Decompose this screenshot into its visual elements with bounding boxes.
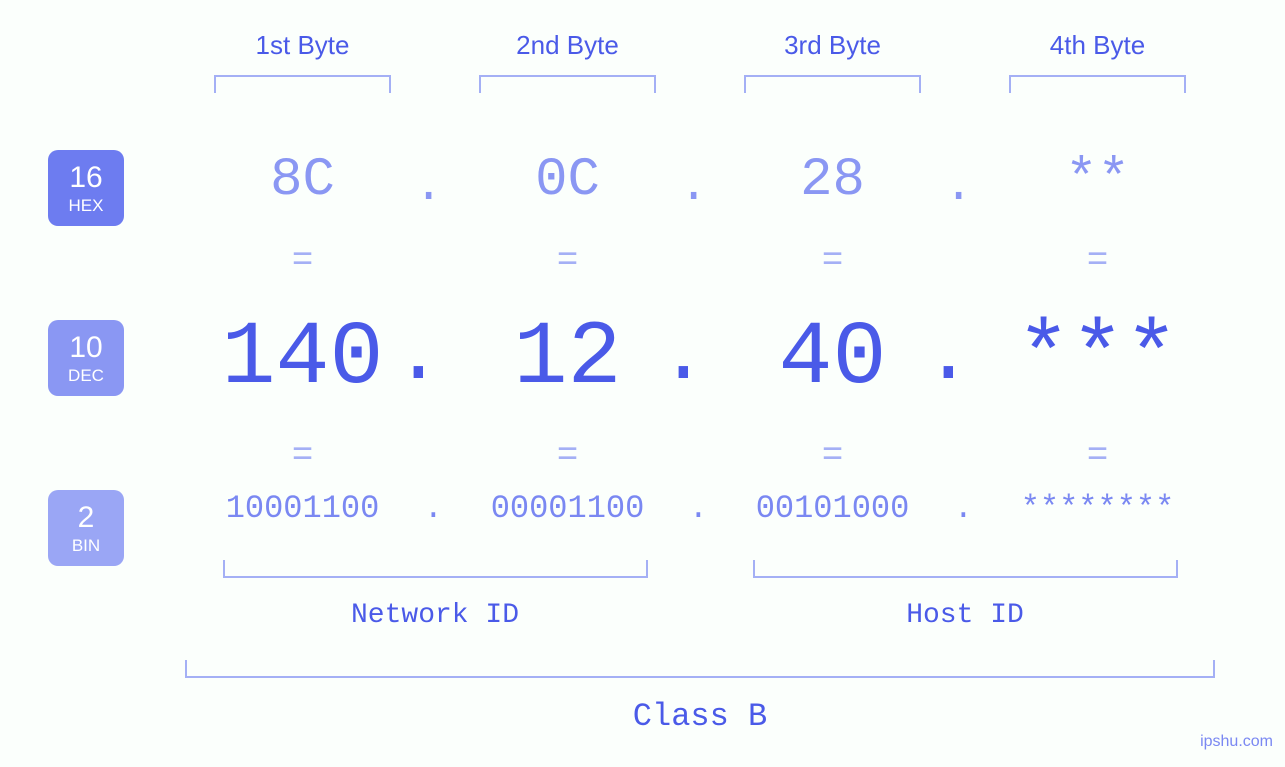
eq-cell: = [965,240,1230,281]
class-bracket [185,660,1215,678]
badge-bin-num: 2 [78,503,95,533]
dec-value-2: 12 [513,308,621,410]
id-brackets-row [170,560,1230,578]
class-label: Class B [170,698,1230,735]
hex-byte-4: ** [965,150,1230,211]
badge-bin-lbl: BIN [72,537,100,554]
byte-bracket-2 [435,75,700,93]
network-id-label: Network ID [170,600,700,631]
hex-row: 8C. 0C. 28. ** [170,150,1230,211]
dec-row: 140. 12. 40. *** [170,308,1230,410]
dec-byte-4: *** [965,308,1230,410]
bin-byte-1: 10001100. [170,490,435,527]
hex-value-3: 28 [800,150,865,211]
watermark: ipshu.com [1200,733,1273,751]
hex-byte-2: 0C. [435,150,700,211]
dec-byte-3: 40. [700,308,965,410]
dec-byte-2: 12. [435,308,700,410]
bin-value-2: 00001100 [491,490,645,527]
byte-headers-row: 1st Byte 2nd Byte 3rd Byte 4th Byte [170,30,1230,61]
byte-header-1: 1st Byte [170,30,435,61]
bin-value-3: 00101000 [756,490,910,527]
hex-byte-1: 8C. [170,150,435,211]
eq-cell: = [700,240,965,281]
bin-row: 10001100. 00001100. 00101000. ******** [170,490,1230,527]
bin-value-4: ******** [1021,490,1175,527]
bin-byte-4: ******** [965,490,1230,527]
bin-byte-2: 00001100. [435,490,700,527]
byte-bracket-3 [700,75,965,93]
dec-value-1: 140 [221,308,383,410]
equals-row-2: = = = = [170,435,1230,476]
eq-cell: = [435,435,700,476]
hex-value-4: ** [1065,150,1130,211]
badge-hex: 16 HEX [48,150,124,226]
eq-cell: = [170,240,435,281]
id-labels-row: Network ID Host ID [170,600,1230,631]
network-id-bracket [170,560,700,578]
badge-dec: 10 DEC [48,320,124,396]
dec-value-4: *** [1016,308,1178,410]
byte-bracket-1 [170,75,435,93]
hex-value-2: 0C [535,150,600,211]
hex-byte-3: 28. [700,150,965,211]
byte-header-4: 4th Byte [965,30,1230,61]
equals-row-1: = = = = [170,240,1230,281]
byte-header-2: 2nd Byte [435,30,700,61]
byte-header-3: 3rd Byte [700,30,965,61]
host-id-label: Host ID [700,600,1230,631]
badge-hex-num: 16 [69,163,102,193]
eq-cell: = [435,240,700,281]
hex-value-1: 8C [270,150,335,211]
host-id-bracket [700,560,1230,578]
eq-cell: = [170,435,435,476]
bin-byte-3: 00101000. [700,490,965,527]
badge-hex-lbl: HEX [69,197,104,214]
byte-brackets-row [170,75,1230,93]
badge-dec-num: 10 [69,333,102,363]
eq-cell: = [965,435,1230,476]
eq-cell: = [700,435,965,476]
dec-byte-1: 140. [170,308,435,410]
dec-value-3: 40 [778,308,886,410]
byte-bracket-4 [965,75,1230,93]
badge-dec-lbl: DEC [68,367,104,384]
bin-value-1: 10001100 [226,490,380,527]
badge-bin: 2 BIN [48,490,124,566]
